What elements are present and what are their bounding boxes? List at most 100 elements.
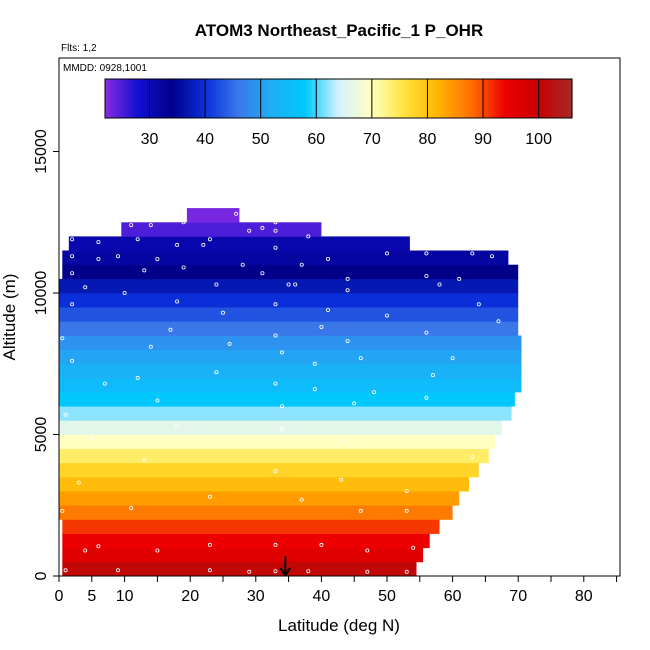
x-tick-label: 10 <box>116 588 134 605</box>
sample-point <box>404 569 409 574</box>
sample-point <box>96 544 101 549</box>
colorbar-segment <box>137 79 141 118</box>
colorbar-segment <box>428 79 433 118</box>
sample-point <box>155 256 160 261</box>
colorbar-segment <box>531 79 535 118</box>
sample-point <box>365 548 370 553</box>
x-tick-label: 50 <box>378 588 396 605</box>
sample-point <box>345 276 350 281</box>
colorbar-segment <box>183 79 188 118</box>
colorbar-segment <box>364 79 369 118</box>
sample-point <box>260 271 265 276</box>
colorbar-segment <box>227 79 232 118</box>
colorbar-segment <box>274 79 278 118</box>
sample-point <box>352 401 357 406</box>
sample-point <box>240 214 245 219</box>
sample-point <box>319 324 324 329</box>
latitude-marker <box>279 556 292 577</box>
sample-point <box>325 307 330 312</box>
sample-point <box>116 568 121 573</box>
sample-point <box>306 569 311 574</box>
heatmap-cell <box>59 321 519 336</box>
colorbar-segment <box>557 79 561 118</box>
colorbar-segment <box>212 79 217 118</box>
sample-point <box>404 489 409 494</box>
colorbar-segment <box>207 79 211 118</box>
sample-point <box>129 223 134 228</box>
y-tick-label: 0 <box>33 571 50 580</box>
sample-point <box>96 256 101 261</box>
colorbar-segment <box>440 79 445 118</box>
colorbar-segment <box>192 79 197 118</box>
plot-frame <box>58 57 621 577</box>
colorbar-segment <box>320 79 325 118</box>
colorbar-segment <box>148 79 153 118</box>
sample-point <box>312 387 317 392</box>
sample-point <box>181 265 186 270</box>
heatmap-cell <box>68 236 410 251</box>
colorbar-segment <box>309 79 313 118</box>
colorbar-tick-label: 40 <box>196 131 214 148</box>
colorbar-segment <box>356 79 360 118</box>
colorbar-segment <box>116 79 121 118</box>
sample-point <box>345 288 350 293</box>
sample-point <box>142 457 147 462</box>
colorbar-segment <box>329 79 334 118</box>
colorbar-segment <box>218 79 223 118</box>
sample-point <box>234 211 239 216</box>
colorbar-segment <box>443 79 448 118</box>
sample-point <box>273 245 278 250</box>
colorbar-segment <box>478 79 483 118</box>
colorbar-tick-label: 60 <box>307 131 325 148</box>
sample-point <box>273 220 278 225</box>
colorbar-segment <box>487 79 491 118</box>
sample-point <box>70 271 75 276</box>
colorbar-segment <box>195 79 199 118</box>
colorbar-segment <box>177 79 182 118</box>
sample-point <box>411 545 416 550</box>
sample-point <box>516 398 521 403</box>
sample-point <box>207 237 212 242</box>
sample-point <box>437 282 442 287</box>
colorbar-segment <box>140 79 144 118</box>
colorbar-segment <box>297 79 302 118</box>
x-tick-label: 70 <box>509 588 527 605</box>
sample-point <box>63 568 68 573</box>
colorbar-segment <box>539 79 544 118</box>
x-tick-label: 60 <box>444 588 462 605</box>
colorbar-segment <box>288 79 293 118</box>
sample-point <box>489 254 494 259</box>
colorbar-segment <box>215 79 220 118</box>
colorbar-segment <box>134 79 138 118</box>
colorbar-segment <box>458 79 462 118</box>
sample-point <box>339 477 344 482</box>
colorbar-segment <box>105 79 109 118</box>
sample-point <box>470 251 475 256</box>
heatmap-cell <box>62 547 424 563</box>
colorbar-segment <box>294 79 299 118</box>
colorbar-segment <box>245 79 249 118</box>
colorbar-segment <box>265 79 270 118</box>
sample-point <box>371 390 376 395</box>
x-axis: 0 5 10 20 30 40 50 60 70 80 <box>55 576 618 605</box>
colorbar-segment <box>490 79 494 118</box>
heatmap-cell <box>59 477 469 492</box>
colorbar-segment <box>353 79 357 118</box>
colorbar-segment <box>501 79 506 118</box>
colorbar-segment <box>157 79 162 118</box>
colorbar-segment <box>318 79 322 118</box>
colorbar-segment <box>513 79 518 118</box>
colorbar: 30 40 50 60 70 80 90 100 <box>104 78 573 148</box>
sample-point <box>175 299 180 304</box>
sample-point <box>299 497 304 502</box>
colorbar-segment <box>534 79 538 118</box>
colorbar-segment <box>437 79 442 118</box>
sample-point <box>155 548 160 553</box>
colorbar-segment <box>300 79 305 118</box>
sample-point <box>470 455 475 460</box>
colorbar-segment <box>341 79 345 118</box>
x-tick-label: 20 <box>181 588 199 605</box>
sample-point <box>148 223 153 228</box>
colorbar-segment <box>414 79 418 118</box>
colorbar-segment <box>248 79 252 118</box>
